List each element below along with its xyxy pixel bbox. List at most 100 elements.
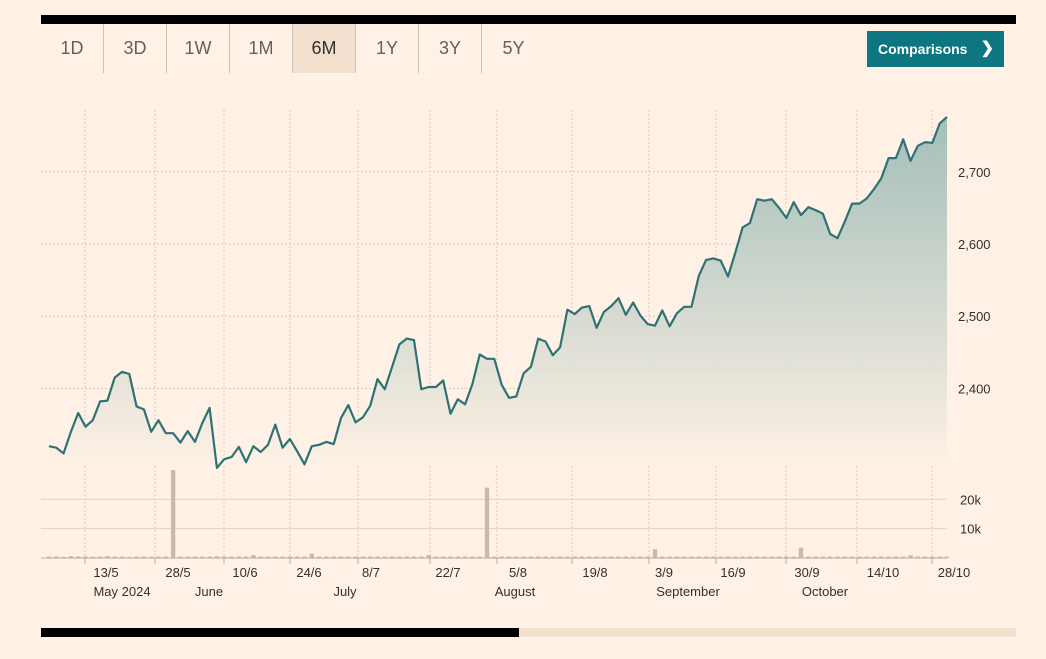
x-tick-label: 8/7 bbox=[362, 565, 380, 580]
volume-bar bbox=[97, 556, 103, 558]
volume-bar bbox=[827, 556, 833, 558]
volume-bar bbox=[587, 556, 592, 558]
volume-bar bbox=[879, 556, 884, 558]
tab-1y[interactable]: 1Y bbox=[356, 24, 419, 73]
volume-bar bbox=[419, 556, 424, 558]
volume-bar bbox=[922, 556, 928, 558]
volume-bar bbox=[455, 556, 461, 558]
volume-bar bbox=[740, 556, 745, 558]
volume-bar bbox=[689, 556, 694, 558]
x-tick-label: 28/5 bbox=[165, 565, 190, 580]
month-label: May 2024 bbox=[93, 584, 150, 599]
volume-bar bbox=[776, 556, 782, 558]
tab-1m[interactable]: 1M bbox=[230, 24, 293, 73]
comparisons-button-label: Comparisons bbox=[878, 41, 968, 57]
volume-bar bbox=[930, 556, 935, 558]
volume-bar bbox=[243, 556, 249, 558]
volume-bar bbox=[908, 555, 913, 558]
month-label: July bbox=[333, 584, 357, 599]
volume-bar bbox=[915, 556, 920, 558]
volume-bar bbox=[674, 556, 680, 558]
volume-bar bbox=[645, 556, 650, 558]
volume-bar bbox=[842, 556, 847, 558]
volume-bar bbox=[397, 556, 402, 558]
volume-bar bbox=[616, 556, 621, 558]
volume-bar bbox=[346, 556, 351, 558]
month-label: September bbox=[656, 584, 720, 599]
x-tick-label: 3/9 bbox=[655, 565, 673, 580]
volume-bar bbox=[638, 556, 643, 558]
volume-bar bbox=[163, 556, 169, 558]
volume-bar bbox=[251, 555, 256, 558]
volume-bar bbox=[791, 556, 796, 558]
volume-bar bbox=[572, 556, 577, 558]
volume-bar bbox=[900, 556, 906, 558]
volume-bar bbox=[353, 556, 358, 558]
volume-bar bbox=[280, 556, 285, 558]
price-line bbox=[48, 116, 948, 469]
volume-bar bbox=[667, 556, 672, 558]
range-scrollbar-track[interactable] bbox=[41, 628, 1016, 637]
volume-bar bbox=[76, 556, 81, 558]
tab-1w[interactable]: 1W bbox=[167, 24, 230, 73]
volume-bar bbox=[229, 556, 234, 558]
volume-bar bbox=[747, 556, 753, 558]
volume-bar bbox=[302, 556, 307, 558]
volume-bar bbox=[623, 556, 628, 558]
volume-bar bbox=[170, 470, 176, 558]
volume-bar bbox=[185, 556, 190, 558]
volume-bar bbox=[236, 556, 242, 558]
tab-3y[interactable]: 3Y bbox=[419, 24, 482, 73]
volume-bar bbox=[389, 556, 395, 558]
volume-bar bbox=[608, 556, 614, 558]
x-tick-label: 13/5 bbox=[93, 565, 118, 580]
tab-1d[interactable]: 1D bbox=[41, 24, 104, 73]
tab-3d[interactable]: 3D bbox=[104, 24, 167, 73]
volume-bar bbox=[514, 556, 519, 558]
volume-bar bbox=[535, 556, 541, 558]
volume-bar bbox=[156, 556, 161, 558]
volume-bar bbox=[426, 555, 431, 558]
volume-bar bbox=[382, 556, 388, 558]
volume-bar bbox=[470, 556, 475, 558]
volume-bar bbox=[506, 556, 512, 558]
volume-bar bbox=[273, 556, 278, 558]
volume-bar bbox=[105, 556, 110, 558]
comparisons-button[interactable]: Comparisons ❯ bbox=[867, 31, 1004, 67]
volume-bar bbox=[316, 556, 322, 558]
volume-bar bbox=[404, 556, 409, 558]
volume-bar bbox=[433, 556, 439, 558]
volume-bar bbox=[886, 556, 891, 558]
tab-5y[interactable]: 5Y bbox=[502, 38, 525, 58]
volume-bar bbox=[375, 556, 380, 558]
price-area bbox=[49, 116, 947, 468]
volume-bar bbox=[806, 556, 811, 558]
volume-bar bbox=[287, 556, 293, 558]
volume-bar bbox=[214, 556, 220, 558]
volume-bar bbox=[492, 556, 497, 558]
volume-bar bbox=[725, 556, 731, 558]
volume-bar bbox=[149, 556, 154, 558]
y-tick-label: 2,600 bbox=[958, 237, 991, 252]
volume-bar bbox=[944, 556, 950, 558]
volume-bar bbox=[441, 556, 446, 558]
volume-tick-label: 10k bbox=[960, 522, 981, 537]
volume-bar bbox=[61, 556, 66, 558]
x-tick-label: 28/10 bbox=[938, 565, 971, 580]
volume-bar bbox=[718, 556, 723, 558]
range-scrollbar-thumb[interactable] bbox=[41, 628, 519, 637]
volume-bar bbox=[112, 556, 117, 558]
volume-bar bbox=[835, 556, 840, 558]
volume-bar bbox=[893, 556, 899, 558]
x-tick-label: 14/10 bbox=[867, 565, 900, 580]
volume-bar bbox=[265, 556, 271, 558]
y-tick-label: 2,700 bbox=[958, 165, 991, 180]
y-tick-label: 2,500 bbox=[958, 309, 991, 324]
volume-bar bbox=[411, 556, 417, 558]
volume-bar bbox=[565, 556, 570, 558]
volume-bar bbox=[207, 556, 212, 558]
x-tick-label: 16/9 bbox=[720, 565, 745, 580]
tab-6m[interactable]: 6M bbox=[293, 24, 356, 73]
volume-bar bbox=[813, 556, 818, 558]
volume-bar bbox=[528, 556, 534, 558]
